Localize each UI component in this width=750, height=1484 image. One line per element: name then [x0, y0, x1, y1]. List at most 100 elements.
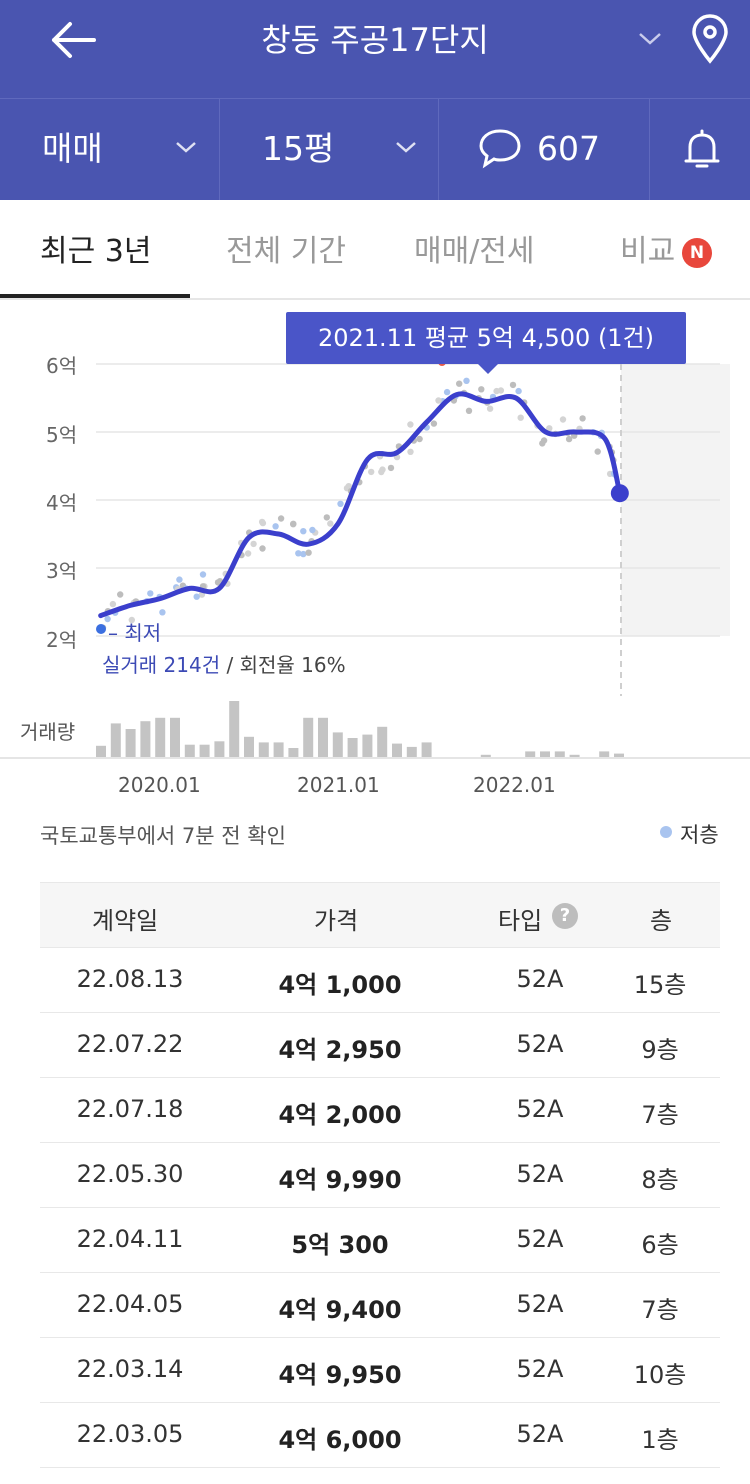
trade-point [378, 468, 385, 476]
trade-point [517, 414, 524, 421]
price-cell: 5억 300 [291, 1231, 389, 1259]
low-floor-legend-dot [660, 826, 672, 838]
contract-date-cell: 22.04.05 [76, 1290, 184, 1318]
volume-bar [599, 751, 610, 757]
volume-bar [214, 741, 225, 757]
lowest-price-label: – 최저 [108, 621, 162, 645]
trade-point [565, 435, 573, 443]
tooltip-arrow [476, 362, 500, 374]
bell-icon [684, 129, 720, 168]
price-cell: 4억 9,400 [278, 1296, 402, 1324]
transaction-table: 계약일 가격 타입 ? 층 22.08.13 4억 1,000 52A 15층 22.0… [40, 882, 720, 1468]
size-select[interactable]: 15평 [220, 99, 439, 200]
volume-bar [614, 753, 624, 757]
tab-compare[interactable]: 비교 [620, 234, 676, 269]
table-row[interactable]: 22.04.11 5억 300 52A 6층 [40, 1208, 720, 1273]
floor-cell: 1층 [641, 1426, 679, 1454]
period-tabs: 최근 3년 전체 기간 매매/전세 비교 [0, 200, 750, 300]
trade-point [199, 571, 207, 578]
x-tick-label: 2022.01 [473, 773, 556, 797]
unit-type-cell: 52A [516, 1290, 564, 1318]
tab-recent-3y[interactable]: 최근 3년 [40, 234, 152, 269]
page-title[interactable]: 창동 주공17단지 [261, 21, 489, 59]
price-cell: 4억 1,000 [278, 971, 402, 999]
price-cell: 4억 2,950 [278, 1036, 402, 1064]
volume-bar [258, 742, 269, 757]
y-tick-label: 3억 [46, 559, 78, 583]
col-type: 타입 [498, 907, 543, 935]
price-cell: 4억 9,950 [278, 1361, 402, 1389]
contract-date-cell: 22.03.14 [76, 1355, 184, 1383]
unit-type-cell: 52A [516, 1355, 564, 1383]
trade-point [290, 521, 297, 528]
volume-bar [332, 732, 343, 757]
volume-bar [540, 751, 550, 757]
trade-point [259, 545, 266, 552]
tab-all-period[interactable]: 전체 기간 [226, 234, 346, 269]
table-row[interactable]: 22.07.22 4억 2,950 52A 9층 [40, 1013, 720, 1078]
trade-point [515, 387, 522, 395]
volume-bar [392, 743, 402, 757]
help-icon[interactable]: ? [552, 903, 578, 929]
back-arrow-icon[interactable] [48, 18, 100, 62]
price-chart[interactable] [0, 300, 750, 760]
unit-type-cell: 52A [516, 1160, 564, 1188]
volume-bar [155, 717, 166, 757]
floor-cell: 7층 [641, 1296, 679, 1324]
active-tab-indicator [0, 294, 190, 298]
notification-button[interactable] [650, 99, 750, 200]
trade-type-select[interactable]: 매매 [0, 99, 220, 200]
trade-type-label: 매매 [42, 129, 103, 168]
unit-type-cell: 52A [516, 1095, 564, 1123]
col-floor: 층 [650, 907, 673, 935]
volume-bar [288, 748, 299, 757]
trade-point [277, 515, 285, 522]
table-row[interactable]: 22.08.13 4억 1,000 52A 15층 [40, 948, 720, 1013]
comments-button[interactable]: 607 [439, 99, 650, 200]
price-trend-line [98, 391, 623, 619]
volume-bar [244, 736, 254, 757]
trade-point [435, 397, 442, 404]
table-row[interactable]: 22.05.30 4억 9,990 52A 8층 [40, 1143, 720, 1208]
trade-point [250, 540, 257, 548]
trade-point [540, 437, 548, 444]
latest-price-point [610, 484, 629, 503]
volume-bar [421, 742, 432, 757]
contract-date-cell: 22.04.11 [76, 1225, 184, 1253]
floor-cell: 15층 [633, 971, 687, 999]
trade-point [559, 416, 567, 423]
tab-sale-jeonse[interactable]: 매매/전세 [414, 234, 535, 269]
trade-point [546, 425, 553, 432]
trade-point [478, 386, 485, 393]
chart-tooltip: 2021.11 평균 5억 4,500 (1건) [286, 312, 686, 364]
volume-bar [273, 742, 284, 757]
low-floor-legend-label: 저층 [680, 823, 719, 847]
y-tick-label: 5억 [46, 423, 78, 447]
location-pin-icon[interactable] [690, 14, 730, 64]
table-row[interactable]: 22.07.18 4억 2,000 52A 7층 [40, 1078, 720, 1143]
table-row[interactable]: 22.03.14 4억 9,950 52A 10층 [40, 1338, 720, 1403]
chevron-down-icon[interactable] [636, 26, 664, 50]
table-row[interactable]: 22.04.05 4억 9,400 52A 7층 [40, 1273, 720, 1338]
volume-bar [199, 744, 210, 757]
table-header: 계약일 가격 타입 ? 층 [40, 882, 720, 948]
trade-point [193, 593, 200, 600]
volume-bar [480, 754, 491, 757]
chart-divider [0, 757, 750, 759]
table-row[interactable]: 22.03.05 4억 6,000 52A 1층 [40, 1403, 720, 1468]
trade-point [407, 421, 414, 428]
contract-date-cell: 22.03.05 [76, 1420, 184, 1448]
volume-bar [362, 734, 373, 757]
floor-cell: 7층 [641, 1101, 679, 1129]
trade-point [463, 377, 470, 384]
x-tick-label: 2020.01 [118, 773, 201, 797]
volume-bar [347, 738, 358, 757]
trade-point [259, 519, 267, 527]
col-date: 계약일 [92, 907, 159, 935]
volume-label: 거래량 [20, 720, 76, 744]
trade-point [295, 550, 302, 557]
trade-summary: 실거래 214건 / 회전율 16% [102, 649, 346, 678]
volume-bar [110, 723, 121, 757]
chevron-down-icon [396, 142, 416, 153]
volume-bar [569, 754, 580, 757]
